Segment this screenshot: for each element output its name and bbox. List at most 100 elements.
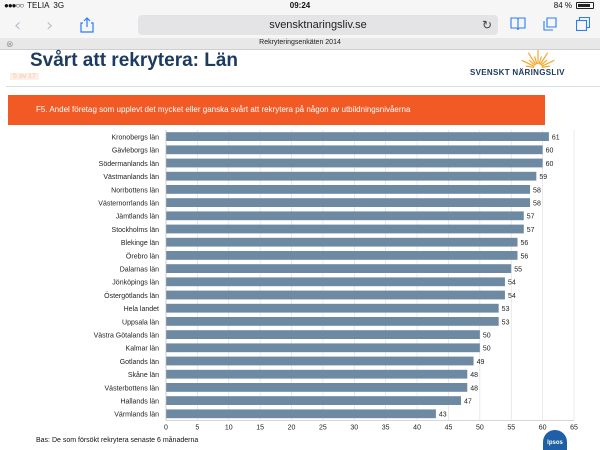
category-label: Kalmar län [126,346,160,353]
sun-ray [540,59,548,66]
x-tick-label: 10 [225,424,233,431]
bar [166,277,505,287]
sun-ray [538,56,542,65]
value-label: 56 [521,240,529,247]
bar [166,409,436,419]
x-tick-label: 45 [445,424,453,431]
value-label: 48 [470,385,478,392]
x-tick-label: 15 [256,424,264,431]
x-tick-label: 35 [382,424,390,431]
bar [166,383,468,392]
bar [166,330,480,339]
bar [166,132,549,141]
sun-ray [528,59,536,66]
status-left: ●●●○○ TELIA 3G [4,1,64,10]
bar [166,211,524,221]
value-label: 58 [533,187,541,194]
category-label: Uppsala län [122,319,159,326]
x-tick-label: 65 [570,424,578,431]
bar [166,198,531,207]
bar [166,145,543,155]
bar [166,264,512,273]
sun-ray [541,59,555,67]
tab-strip: ⊗ Rekryteringsenkäten 2014 [0,38,600,50]
value-label: 47 [464,399,472,406]
bars: Kronobergs län 61 Gävleborgs län 60 Söderman… [94,132,560,419]
category-label: Norrbottens län [111,187,159,194]
bar [166,251,518,260]
category-label: Dalarnas län [120,267,159,274]
tab-title[interactable]: Rekryteringsenkäten 2014 [259,39,341,46]
forward-icon[interactable]: › [46,15,54,36]
value-label: 56 [521,253,529,260]
x-tick-label: 20 [288,424,296,431]
category-label: Stockholms län [112,227,160,234]
sun-ray [527,52,537,65]
category-label: Östergötlands län [104,292,159,300]
tabs-icon[interactable] [576,17,590,31]
sun-ray [521,59,535,67]
bookmark-icon[interactable] [543,17,557,31]
battery-icon [576,2,594,9]
category-label: Värmlands län [114,412,159,419]
category-label: Södermanlands län [99,161,159,168]
bar [166,224,524,234]
battery-fill [578,4,590,7]
bar [166,237,518,247]
carrier-label: TELIA [27,1,50,10]
x-tick-label: 60 [539,424,547,431]
category-label: Hallands län [120,399,159,406]
slide-title: Svårt att rekrytera: Län [30,50,239,71]
bar [166,185,531,194]
value-label: 57 [527,227,535,234]
sun-ray [541,65,550,68]
category-label: Gotlands län [120,359,159,366]
value-label: 54 [508,280,516,287]
value-label: 50 [483,346,491,353]
value-label: 55 [514,267,522,274]
x-axis: 0 5 10 15 20 25 30 35 40 45 50 55 60 65 [164,130,578,431]
value-label: 58 [533,201,541,208]
bar [166,369,468,379]
reload-icon[interactable]: ↻ [481,18,492,32]
close-icon[interactable]: ⊗ [6,39,14,49]
bar [166,356,474,366]
bar [166,158,543,168]
category-label: Västra Götalands län [94,333,159,340]
category-label: Västmanlands län [103,174,159,181]
x-tick-label: 50 [476,424,484,431]
back-icon[interactable]: ‹ [14,15,22,36]
value-label: 60 [546,161,554,168]
bar [166,290,505,300]
bar [166,171,537,181]
x-tick-label: 0 [164,424,168,431]
category-label: Jämtlands län [116,214,159,221]
value-label: 43 [439,412,447,419]
sun-ray [526,65,535,68]
signal-icon: ●●●○○ [4,1,24,10]
url-bar[interactable]: svensktnaringsliv.se ↻ [138,15,498,35]
battery-percent: 84 % [553,1,572,10]
book-icon[interactable] [510,17,526,31]
x-tick-label: 25 [319,424,327,431]
sun-ray [534,56,538,65]
value-label: 53 [502,319,510,326]
category-label: Skåne län [128,371,159,379]
bar [166,303,499,313]
value-label: 57 [527,214,535,221]
header-divider [6,86,600,87]
value-label: 53 [502,306,510,313]
share-icon[interactable] [80,17,94,33]
category-label: Jönköpings län [112,280,159,287]
value-label: 60 [546,148,554,155]
question-banner: F5. Andel företag som upplevt det mycket… [8,95,545,125]
category-label: Blekinge län [121,240,159,247]
bar [166,343,480,353]
value-label: 50 [483,333,491,340]
clock: 09:24 [289,1,311,10]
sun-logo-icon [521,50,555,68]
x-tick-label: 5 [195,424,199,431]
logo-text: SVENSKT NÄRINGSLIV [470,68,565,77]
bar [166,396,462,405]
status-right: 84 % [554,1,594,10]
